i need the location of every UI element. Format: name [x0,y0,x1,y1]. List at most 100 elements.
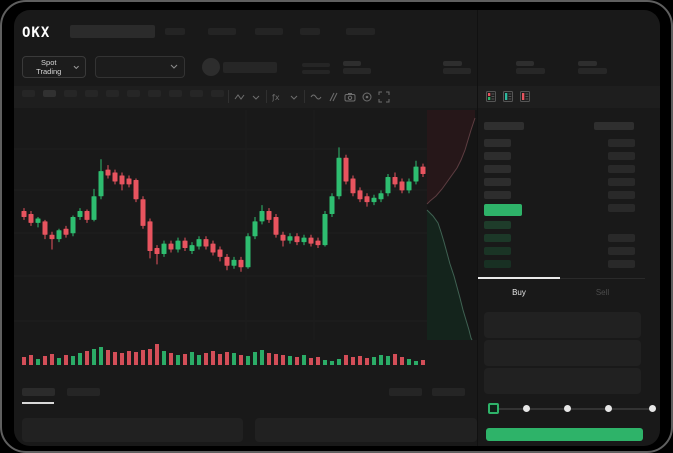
chevron-down-icon[interactable] [252,91,260,103]
nav-item-placeholder[interactable] [165,28,185,35]
bottom-tab-active[interactable] [22,388,55,396]
bottom-tab[interactable] [67,388,100,396]
ask-size-bar[interactable] [608,204,635,212]
interval-chip[interactable] [127,90,140,97]
camera-icon[interactable] [344,91,356,103]
chevron-down-icon[interactable] [290,91,298,103]
candle-body [301,237,307,243]
bid-price-bar[interactable] [484,221,511,229]
ask-price-bar[interactable] [484,152,511,160]
fx-indicator-icon[interactable]: ƒx [272,91,284,103]
tab-buy[interactable]: Buy [478,279,560,305]
volume-bar [71,356,75,365]
app-window: OKX Spot Trading ƒx [14,10,660,446]
order-input-placeholder[interactable] [484,368,641,394]
bid-price-bar[interactable] [484,247,511,255]
interval-chip[interactable] [148,90,161,97]
bid-size-bar[interactable] [608,260,635,268]
amount-slider-track[interactable] [489,408,653,410]
ask-price-bar[interactable] [484,165,511,173]
candle-body [49,234,55,240]
candle-body [112,172,118,182]
book-bids-icon[interactable] [503,91,513,102]
slider-stop[interactable] [564,405,571,412]
candle-body [91,196,97,220]
interval-chip[interactable] [22,90,35,97]
ask-size-bar[interactable] [608,139,635,147]
header-search-placeholder[interactable] [70,25,155,38]
pair-selector[interactable] [95,56,185,78]
interval-chip[interactable] [106,90,119,97]
candle-body [308,237,314,244]
candle-body [287,236,293,241]
submit-buy-button[interactable] [486,428,643,441]
stat-label-placeholder [443,61,462,66]
depth-bids-line [426,209,473,341]
bid-price-bar[interactable] [484,234,511,242]
volume-bar [323,360,327,365]
bid-size-bar[interactable] [608,234,635,242]
nav-item-placeholder[interactable] [300,28,320,35]
interval-chip[interactable] [190,90,203,97]
volume-bar [225,352,229,365]
candlestick-chart[interactable] [14,10,478,446]
candle-body [392,177,398,185]
ask-size-bar[interactable] [608,178,635,186]
tab-sell[interactable]: Sell [560,279,645,305]
volume-bar [85,351,89,365]
volume-bar [169,353,173,365]
candle-body [231,259,237,266]
nav-item-placeholder[interactable] [255,28,283,35]
ask-price-bar[interactable] [484,178,511,186]
volume-bar [309,358,313,365]
last-price-placeholder [223,62,277,73]
slider-stop[interactable] [649,405,656,412]
candle-body [154,248,160,254]
candle-body [217,249,223,257]
candle-body [364,196,370,203]
candle-body [252,221,258,237]
candle-body [273,216,279,235]
book-asks-icon[interactable] [520,91,530,102]
ask-size-bar[interactable] [608,191,635,199]
settings-icon[interactable] [361,91,373,103]
candle-body [35,218,41,223]
volume-bar [141,350,145,365]
interval-chip[interactable] [43,90,56,97]
slider-stop[interactable] [605,405,612,412]
bottom-action-placeholder[interactable] [432,388,465,396]
volume-bar [204,353,208,365]
ask-price-bar[interactable] [484,191,511,199]
interval-chip[interactable] [85,90,98,97]
okx-logo[interactable]: OKX [22,25,51,41]
interval-chip[interactable] [169,90,182,97]
ask-size-bar[interactable] [608,152,635,160]
ask-price-bar[interactable] [484,139,511,147]
bottom-action-placeholder[interactable] [389,388,422,396]
compare-icon[interactable] [327,91,339,103]
orderbook-last-price[interactable] [484,204,522,216]
ask-size-bar[interactable] [608,165,635,173]
interval-chip[interactable] [211,90,224,97]
volume-bar [344,355,348,365]
book-both-icon[interactable] [486,91,496,102]
interval-chip[interactable] [64,90,77,97]
order-input-placeholder[interactable] [484,340,641,366]
depth-bids-area [427,210,472,340]
nav-item-placeholder[interactable] [208,28,236,35]
volume-bar [302,355,306,365]
bid-size-bar[interactable] [608,247,635,255]
order-input-placeholder[interactable] [484,312,641,338]
bottom-tab-underline [22,402,54,404]
wave-icon[interactable] [310,91,322,103]
volume-bar [64,355,68,365]
slider-handle[interactable] [488,403,499,414]
slider-stop[interactable] [523,405,530,412]
fullscreen-icon[interactable] [378,91,390,103]
nav-item-placeholder[interactable] [346,28,375,35]
volume-bar [421,360,425,365]
market-type-selector[interactable]: Spot Trading [22,56,86,78]
candles-icon[interactable] [234,91,246,103]
bid-price-bar[interactable] [484,260,511,268]
chart-toolbar: ƒx [14,86,660,108]
